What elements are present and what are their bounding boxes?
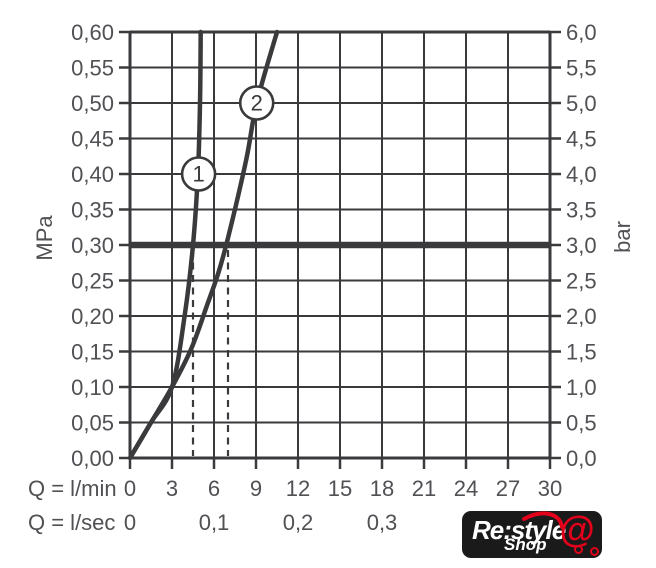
- x-axis-tick-label: 24: [454, 476, 478, 501]
- y-right-tick-label: 3,0: [566, 233, 597, 258]
- curve-1-marker: [180, 156, 217, 192]
- x-axis-secondary-tick-label: 0,2: [283, 510, 314, 535]
- logo-text-restyle: Re:style: [472, 515, 566, 545]
- y-right-tick-label: 5,0: [566, 91, 597, 116]
- logo-text-shop: Shop: [504, 535, 547, 554]
- curve-2-marker-label: 2: [251, 91, 263, 116]
- x-axis-tick-label: 21: [412, 476, 436, 501]
- x-axis-secondary-caption: Q = l/sec: [28, 510, 115, 535]
- y-left-tick-label: 0,60: [71, 20, 114, 45]
- y-right-tick-label: 2,5: [566, 269, 597, 294]
- x-axis-secondary-tick-label: 0,1: [199, 510, 230, 535]
- y-right-tick-label: 4,0: [566, 162, 597, 187]
- y-right-tick-label: 6,0: [566, 20, 597, 45]
- x-axis-tick-label: 15: [328, 476, 352, 501]
- x-axis-secondary-tick-label: 0: [124, 510, 136, 535]
- x-axis-tick-label: 18: [370, 476, 394, 501]
- y-right-tick-label: 1,5: [566, 340, 597, 365]
- x-axis-tick-label: 12: [286, 476, 310, 501]
- y-right-tick-label: 4,5: [566, 127, 597, 152]
- x-axis-tick-label: 30: [538, 476, 562, 501]
- curve-2: [127, 29, 280, 461]
- curve-2-marker: [238, 85, 275, 121]
- y-left-tick-label: 0,00: [71, 446, 114, 471]
- y-left-tick-label: 0,45: [71, 127, 114, 152]
- y-right-tick-label: 1,0: [566, 375, 597, 400]
- y-right-tick-label: 5,5: [566, 56, 597, 81]
- y-right-axis-unit: bar: [610, 221, 635, 253]
- y-left-tick-label: 0,10: [71, 375, 114, 400]
- y-right-tick-label: 3,5: [566, 198, 597, 223]
- cart-wheel-icon: [574, 545, 583, 554]
- y-left-tick-label: 0,40: [71, 162, 114, 187]
- y-left-tick-label: 0,20: [71, 304, 114, 329]
- y-right-tick-label: 2,0: [566, 304, 597, 329]
- x-axis-tick-label: 9: [250, 476, 262, 501]
- cart-wheel-icon: [590, 547, 599, 556]
- x-axis-tick-label: 3: [166, 476, 178, 501]
- x-axis-tick-label: 27: [496, 476, 520, 501]
- at-cart-icon: @: [559, 509, 595, 550]
- x-axis-caption: Q = l/min: [28, 476, 117, 501]
- y-left-tick-label: 0,50: [71, 91, 114, 116]
- y-left-tick-label: 0,15: [71, 340, 114, 365]
- cart-handle-icon: [522, 511, 564, 529]
- y-right-tick-label: 0,5: [566, 411, 597, 436]
- y-left-tick-label: 0,25: [71, 269, 114, 294]
- y-left-tick-label: 0,35: [71, 198, 114, 223]
- curve-1-marker-label: 1: [192, 162, 204, 187]
- x-axis-secondary-tick-label: 0,3: [367, 510, 398, 535]
- y-left-tick-label: 0,05: [71, 411, 114, 436]
- y-left-tick-label: 0,30: [71, 233, 114, 258]
- x-axis-tick-label: 6: [208, 476, 220, 501]
- x-axis-tick-label: 0: [124, 476, 136, 501]
- restyle-shop-logo: Re:style @ Shop: [462, 511, 602, 558]
- y-left-tick-label: 0,55: [71, 56, 114, 81]
- y-right-tick-label: 0,0: [566, 446, 597, 471]
- y-left-axis-unit: MPa: [32, 215, 57, 261]
